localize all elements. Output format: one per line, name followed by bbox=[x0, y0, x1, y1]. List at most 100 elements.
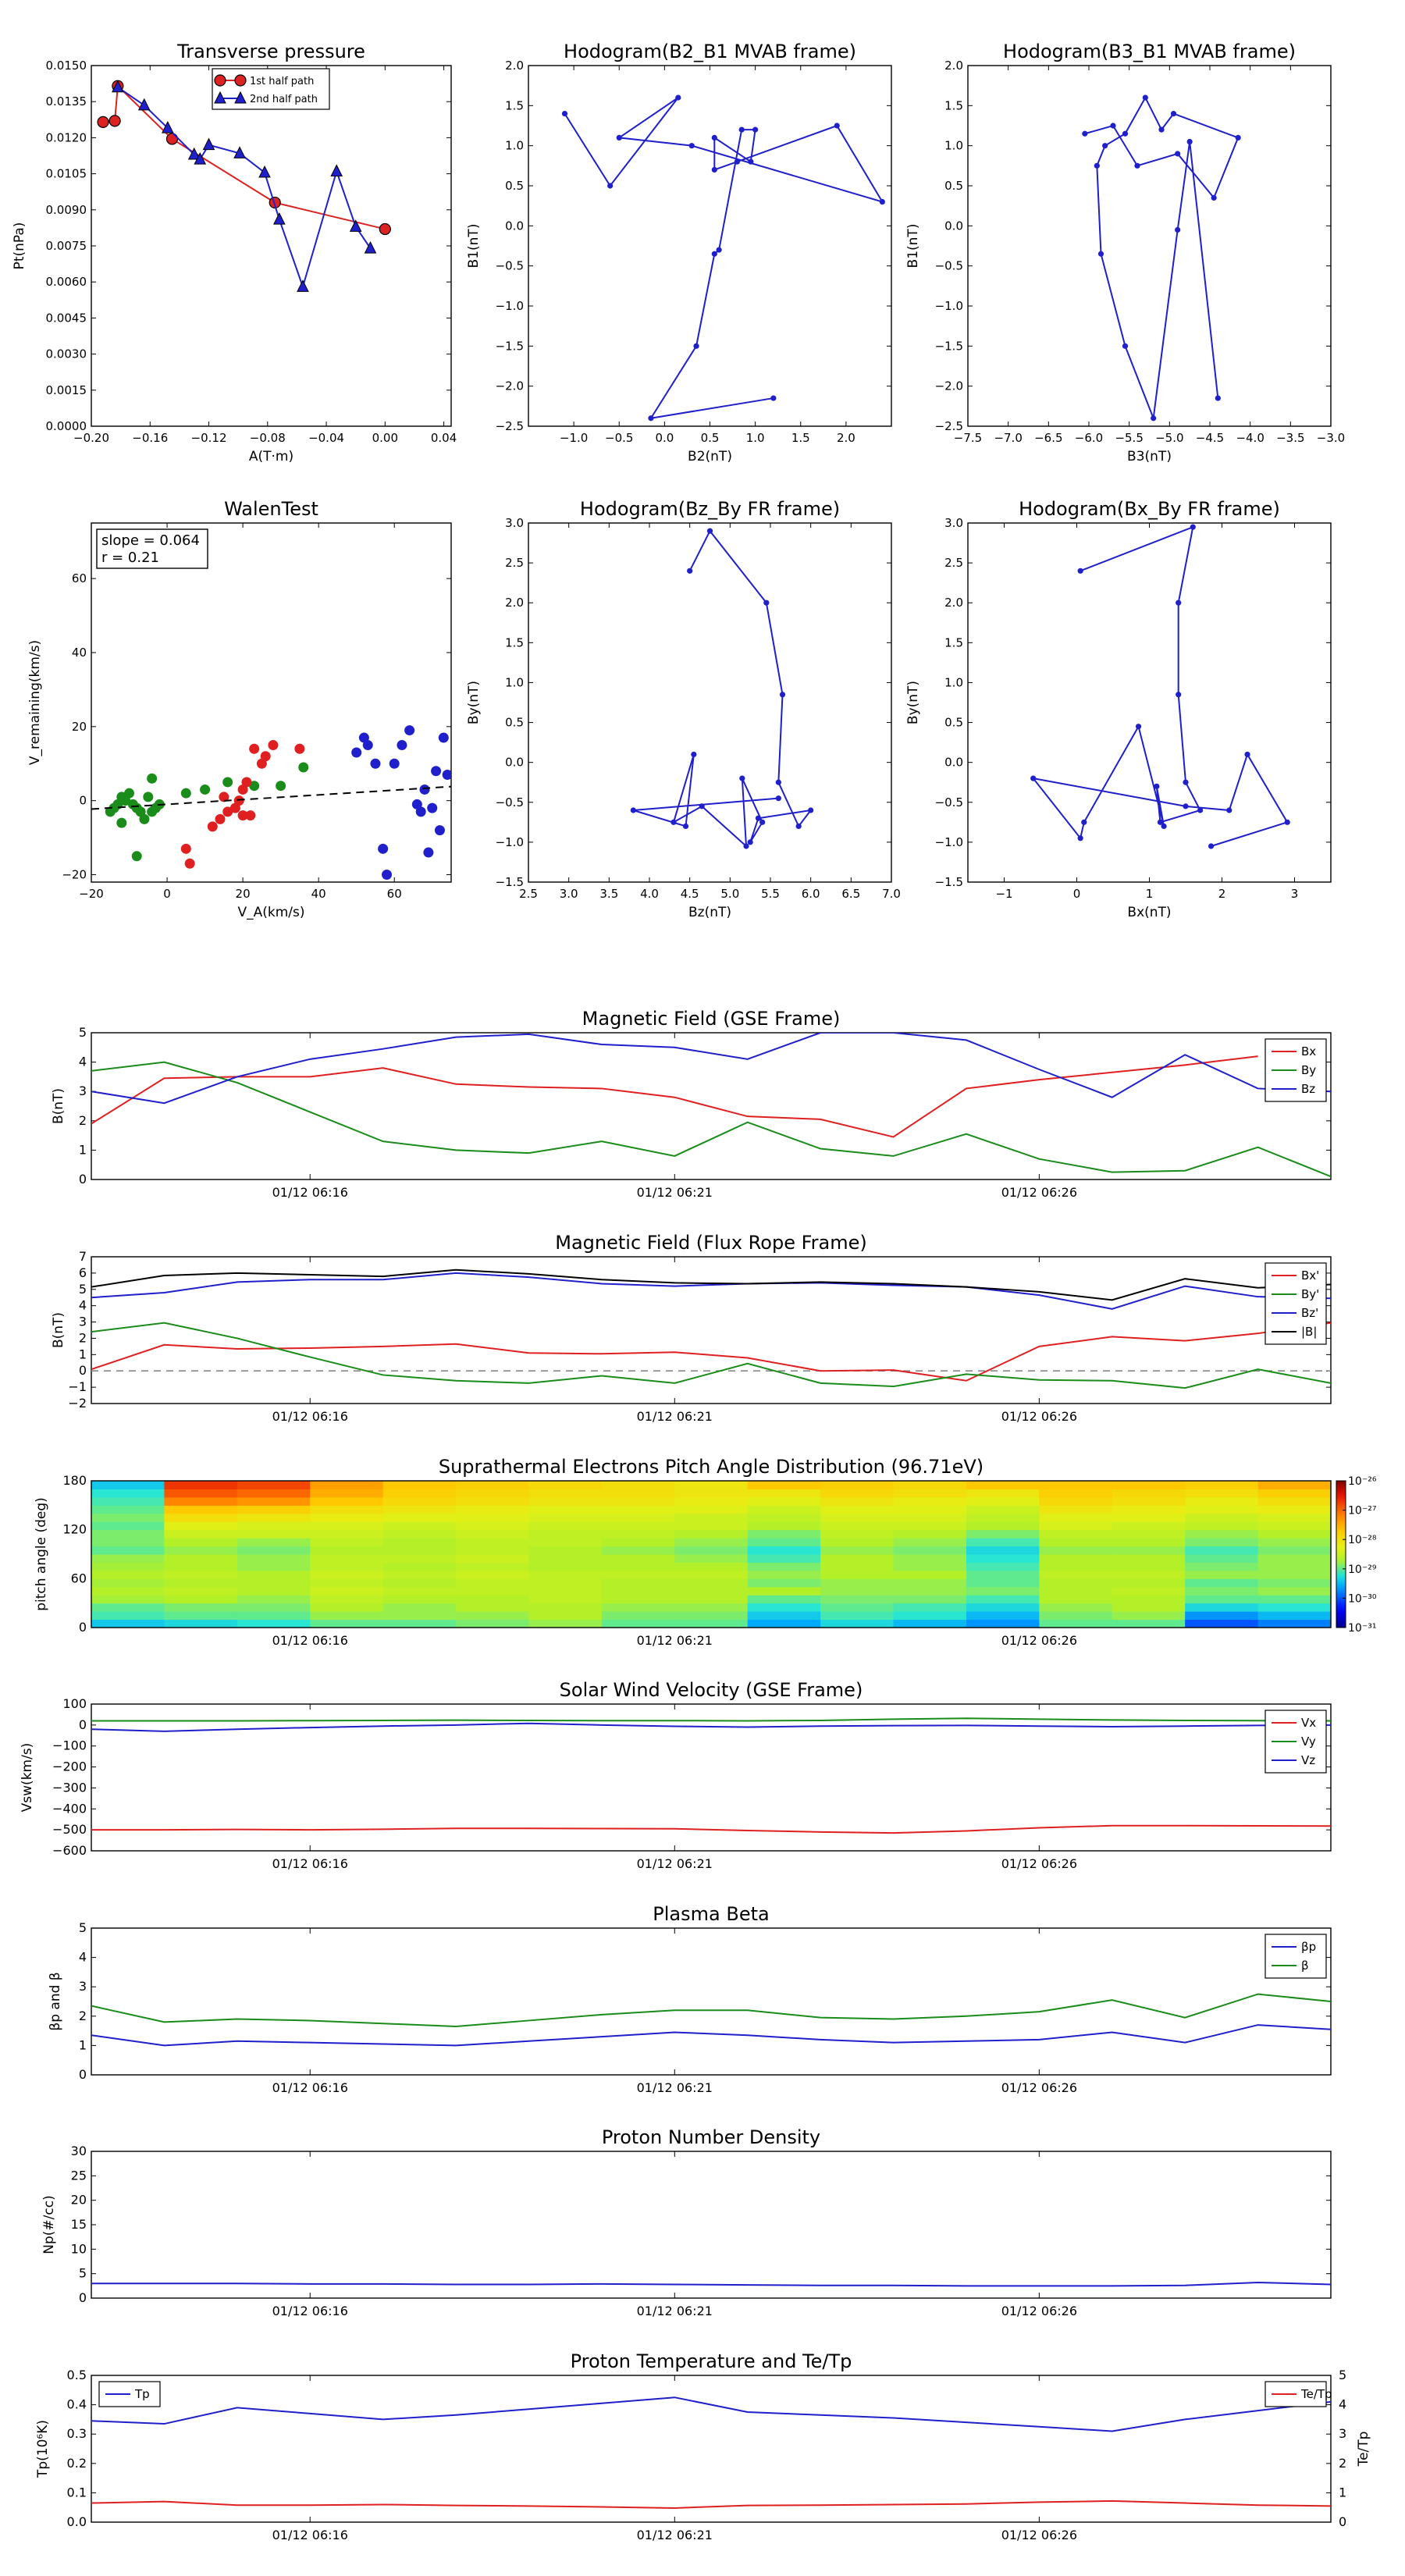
data-point bbox=[711, 134, 717, 141]
heatmap-cell bbox=[237, 1546, 311, 1555]
heatmap-cell bbox=[1039, 1562, 1113, 1571]
data-point bbox=[1102, 143, 1108, 149]
heatmap-cell bbox=[382, 1529, 457, 1539]
heatmap-cell bbox=[1185, 1529, 1259, 1539]
data-point bbox=[1161, 823, 1167, 830]
x-tick-label: 0 bbox=[1073, 887, 1081, 901]
heatmap-cell bbox=[1039, 1603, 1113, 1612]
series-line bbox=[91, 1033, 1331, 1105]
heatmap-cell bbox=[237, 1611, 311, 1621]
heatmap-cell bbox=[1185, 1619, 1259, 1628]
data-point bbox=[1186, 138, 1193, 145]
heatmap-cell bbox=[382, 1554, 457, 1563]
data-point bbox=[682, 823, 689, 830]
chart-title: Proton Temperature and Te/Tp bbox=[571, 2350, 852, 2372]
y-tick-label: 2 bbox=[79, 1330, 87, 1345]
fit-line bbox=[91, 785, 451, 810]
y-tick-label: 2 bbox=[79, 1113, 87, 1128]
heatmap-cell bbox=[456, 1554, 529, 1563]
heatmap-cell bbox=[820, 1570, 895, 1579]
heatmap-cell bbox=[164, 1570, 238, 1579]
y-tick-label: 0.0150 bbox=[46, 59, 87, 73]
heatmap-cell bbox=[1257, 1595, 1331, 1604]
heatmap-cell bbox=[1185, 1586, 1259, 1596]
heatmap-cell bbox=[601, 1496, 675, 1506]
heatmap-cell bbox=[310, 1489, 384, 1498]
data-point bbox=[670, 819, 677, 825]
heatmap-cell bbox=[601, 1570, 675, 1579]
heatmap-cell bbox=[747, 1554, 821, 1563]
heatmap-cell bbox=[456, 1538, 529, 1547]
legend-label: 1st half path bbox=[250, 76, 314, 87]
heatmap-cell bbox=[1039, 1578, 1113, 1588]
chart-title: Hodogram(Bz_By FR frame) bbox=[580, 498, 840, 520]
y-tick-label: −0.5 bbox=[935, 259, 963, 273]
x-tick-label: 60 bbox=[387, 887, 402, 901]
y-tick-label: 2.5 bbox=[505, 556, 524, 570]
heatmap-cell bbox=[893, 1554, 967, 1563]
data-point bbox=[298, 762, 309, 773]
heatmap-cell bbox=[1112, 1562, 1186, 1571]
heatmap-cell bbox=[456, 1521, 529, 1531]
series-line bbox=[91, 2281, 1331, 2287]
data-point bbox=[1122, 343, 1129, 349]
heatmap-cell bbox=[528, 1554, 603, 1563]
heatmap-cell bbox=[1112, 1538, 1186, 1547]
heatmap-cell bbox=[456, 1603, 529, 1612]
y-tick-label: 100 bbox=[62, 1696, 87, 1711]
y-tick-label: −500 bbox=[52, 1822, 87, 1837]
chart-pad: Suprathermal Electrons Pitch Angle Distr… bbox=[34, 1456, 1377, 1648]
legend-label: Bz' bbox=[1301, 1306, 1318, 1320]
chart-title: WalenTest bbox=[224, 498, 318, 520]
heatmap-cell bbox=[310, 1521, 384, 1531]
heatmap-cell bbox=[382, 1595, 457, 1604]
heatmap-cell bbox=[310, 1554, 384, 1563]
chart-title: Proton Number Density bbox=[602, 2126, 820, 2148]
heatmap-cell bbox=[1257, 1505, 1331, 1514]
heatmap-cell bbox=[456, 1481, 529, 1489]
x-tick-label: 0.00 bbox=[372, 431, 398, 445]
y-tick-label: 20 bbox=[71, 2193, 87, 2208]
heatmap-cell bbox=[310, 1611, 384, 1621]
data-point bbox=[1215, 395, 1221, 401]
heatmap-cell bbox=[456, 1513, 529, 1522]
heatmap-cell bbox=[601, 1611, 675, 1621]
heatmap-cell bbox=[237, 1513, 311, 1522]
heatmap-cell bbox=[747, 1562, 821, 1571]
data-point bbox=[1077, 835, 1083, 841]
data-point bbox=[1176, 692, 1182, 698]
colorbar-tick-label: 10⁻³⁰ bbox=[1348, 1592, 1377, 1605]
heatmap-cell bbox=[310, 1578, 384, 1588]
data-point bbox=[1175, 151, 1181, 157]
legend-label: |B| bbox=[1301, 1325, 1317, 1339]
y-tick-label: −1.5 bbox=[935, 875, 963, 889]
heatmap-cell bbox=[1257, 1529, 1331, 1539]
heatmap-cell bbox=[601, 1513, 675, 1522]
x-tick-label: −4.5 bbox=[1196, 431, 1224, 445]
data-point bbox=[249, 781, 260, 792]
data-point bbox=[431, 766, 442, 777]
data-point bbox=[1094, 162, 1100, 169]
data-point bbox=[147, 773, 158, 784]
series-line bbox=[117, 86, 372, 290]
legend-label: Bz bbox=[1301, 1082, 1315, 1096]
y-tick-label: 180 bbox=[62, 1473, 87, 1488]
heatmap-cell bbox=[674, 1505, 749, 1514]
y-tick-label: 1 bbox=[79, 2037, 87, 2052]
heatmap-cell bbox=[820, 1481, 895, 1489]
y-tick-label: 5 bbox=[79, 1282, 87, 1297]
data-point bbox=[1190, 524, 1196, 530]
data-point bbox=[834, 123, 840, 129]
heatmap-cell bbox=[310, 1538, 384, 1547]
heatmap-cell bbox=[820, 1611, 895, 1621]
data-point bbox=[1157, 819, 1164, 825]
heatmap-cell bbox=[310, 1595, 384, 1604]
heatmap-cell bbox=[456, 1496, 529, 1506]
x-tick-label: 01/12 06:16 bbox=[272, 1633, 348, 1648]
heatmap-cell bbox=[528, 1529, 603, 1539]
plot-frame bbox=[91, 2151, 1332, 2299]
heatmap-cell bbox=[310, 1603, 384, 1612]
heatmap-cell bbox=[91, 1538, 165, 1547]
x-tick-label: 01/12 06:26 bbox=[1001, 1409, 1077, 1424]
heatmap-cell bbox=[382, 1481, 457, 1489]
